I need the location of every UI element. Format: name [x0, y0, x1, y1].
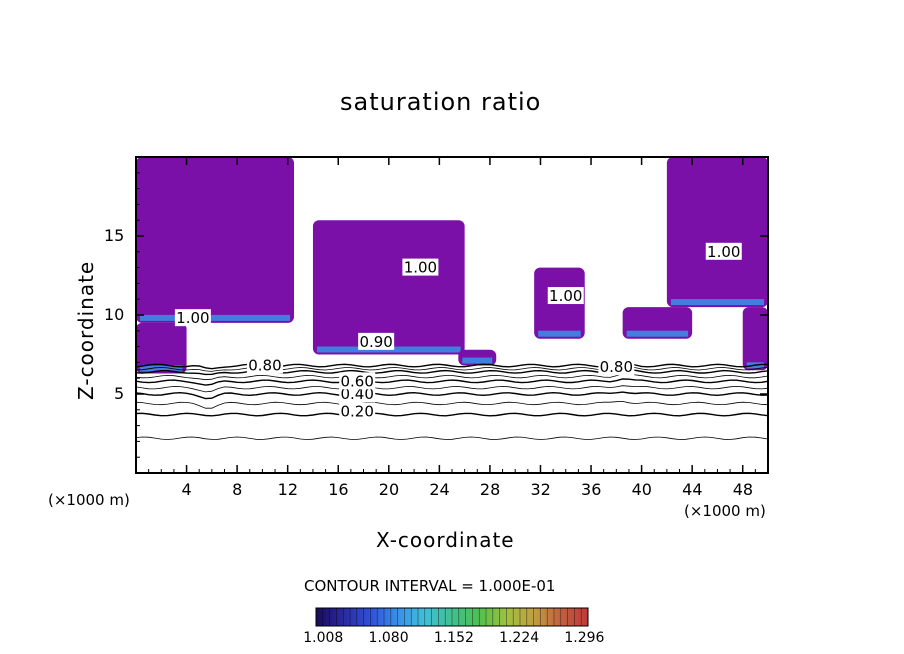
- contour-line: [136, 364, 768, 372]
- x-tick-label: 4: [181, 480, 192, 499]
- contour-interval-label: CONTOUR INTERVAL = 1.000E-01: [304, 577, 556, 595]
- y-ticks: [136, 172, 768, 458]
- contour-line: [136, 378, 768, 386]
- supersaturated-edge: [140, 314, 290, 321]
- contour-label: 1.00: [549, 287, 582, 305]
- contour-line: [136, 360, 768, 370]
- x-tick-label: 20: [378, 480, 400, 499]
- contour-layer: [136, 360, 768, 440]
- contour-label: 0.40: [340, 385, 373, 403]
- y-axis-title: Z-coordinate: [74, 260, 98, 400]
- contour-label-bg: [402, 258, 439, 276]
- supersaturated-region: [136, 322, 187, 374]
- supersaturated-edge: [538, 330, 581, 337]
- chart-title: saturation ratio: [340, 88, 542, 116]
- supersaturated-edge: [140, 365, 183, 372]
- x-tick-label: 40: [631, 480, 652, 499]
- supersaturated-edge: [462, 357, 493, 364]
- contour-label-bg: [339, 402, 376, 420]
- x-tick-label: 44: [682, 480, 703, 499]
- contour-line: [136, 400, 768, 409]
- contour-line: [136, 385, 768, 393]
- contour-label: 0.80: [248, 357, 281, 375]
- contour-line: [136, 412, 768, 417]
- contour-label-bg: [547, 287, 584, 305]
- contour-line: [136, 436, 768, 440]
- contour-label-bg: [339, 372, 376, 390]
- x-ticks: [148, 157, 756, 473]
- y-tick-label: 15: [104, 226, 125, 245]
- x-tick-label: 48: [732, 480, 754, 499]
- supersaturated-edge: [626, 330, 689, 337]
- x-axis-title: X-coordinate: [376, 528, 515, 552]
- x-tick-label: 32: [530, 480, 551, 499]
- contour-label: 1.00: [176, 309, 209, 327]
- supersaturated-region: [666, 157, 768, 308]
- contour-line: [136, 391, 768, 400]
- y-tick-label: 5: [114, 384, 125, 403]
- supersaturated-edge: [670, 299, 764, 306]
- contour-label: 0.90: [359, 333, 392, 351]
- contour-label-bg: [705, 242, 742, 260]
- x-unit-label-right: (×1000 m): [684, 502, 766, 520]
- x-tick-label: 24: [429, 480, 450, 499]
- x-tick-label: 28: [479, 480, 501, 499]
- contour-label-bg: [358, 332, 395, 350]
- x-unit-label-left: (×1000 m): [48, 491, 130, 509]
- contour-label: 1.00: [707, 243, 740, 261]
- supersaturated-region: [742, 307, 768, 371]
- contour-line: [136, 367, 768, 376]
- contour-label: 0.80: [600, 358, 633, 376]
- colorbar-tick-label: 1.296: [564, 630, 605, 646]
- colorbar-tick-label: 1.224: [499, 630, 540, 646]
- x-tick-label: 8: [232, 480, 243, 499]
- contour-label-bg: [246, 356, 283, 374]
- colorbar-ticks: [315, 608, 589, 626]
- supersaturated-region: [312, 220, 465, 355]
- contour-label: 0.20: [340, 402, 373, 420]
- x-tick-label: 16: [328, 480, 349, 499]
- contour-label-bg: [598, 358, 635, 376]
- supersaturated-region: [136, 157, 294, 323]
- x-tick-label: 12: [277, 480, 299, 499]
- colorbar-tick-label: 1.152: [433, 630, 474, 646]
- contour-line: [136, 373, 768, 381]
- supersaturation-fill-layer: [136, 157, 768, 374]
- x-tick-label: 36: [581, 480, 602, 499]
- contour-label: 1.00: [404, 259, 437, 277]
- colorbar-tick-label: 1.080: [368, 630, 409, 646]
- colorbar-tick-label: 1.008: [303, 630, 344, 646]
- y-tick-label: 10: [104, 305, 125, 324]
- contour-label: 0.60: [340, 372, 373, 390]
- contour-label-layer: 0.200.400.60 0.80 0.80 1.00 1.00 1.00 1.00 0.90: [174, 242, 742, 420]
- contour-label-bg: [174, 309, 211, 327]
